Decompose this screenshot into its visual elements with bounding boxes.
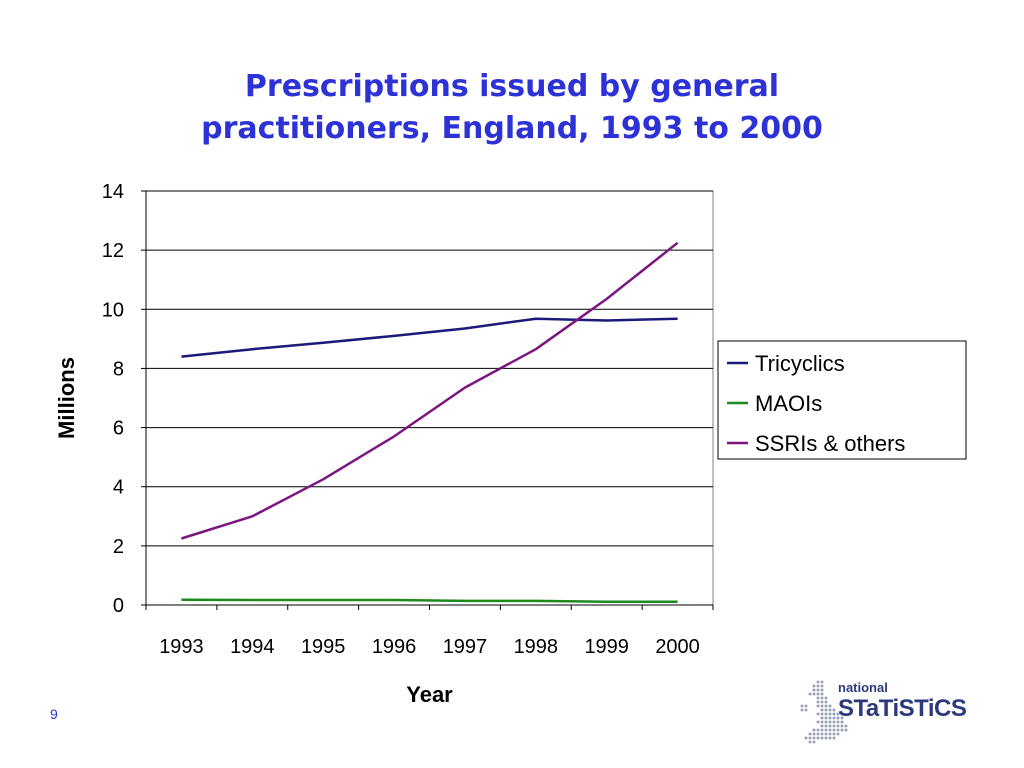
y-axis-label: Millions (54, 357, 79, 439)
national-statistics-logo: national STaTiSTiCS (800, 680, 967, 744)
x-tick-label: 1998 (514, 636, 559, 658)
y-tick-label: 6 (113, 418, 124, 440)
legend-label: SSRIs & others (755, 431, 905, 456)
x-tick-label: 1999 (584, 636, 629, 658)
x-tick-label: 1993 (159, 636, 204, 658)
slide-title: Prescriptions issued by general practiti… (0, 66, 1024, 150)
y-tick-label: 0 (113, 595, 124, 617)
y-tick-label: 14 (102, 181, 124, 203)
series-line (181, 241, 679, 540)
x-tick-label: 1997 (443, 636, 488, 658)
legend-label: Tricyclics (755, 351, 845, 376)
y-tick-label: 8 (113, 358, 124, 380)
slide-title-line-1: Prescriptions issued by general (244, 69, 780, 104)
x-tick-label: 1995 (301, 636, 346, 658)
page-number: 9 (50, 706, 58, 722)
y-tick-label: 2 (113, 536, 124, 558)
series-line (181, 317, 678, 358)
legend (717, 340, 967, 460)
series-line (181, 598, 678, 603)
y-tick-label: 12 (102, 240, 124, 262)
y-tick-label: 10 (102, 299, 124, 321)
slide-title-line-2: practitioners, England, 1993 to 2000 (201, 111, 823, 146)
logo-line-2: STaTiSTiCS (838, 695, 967, 722)
x-tick-label: 2000 (655, 636, 700, 658)
legend-label: MAOIs (755, 391, 822, 416)
y-tick-label: 4 (113, 477, 124, 499)
x-tick-label: 1994 (230, 636, 275, 658)
uk-map-icon (800, 680, 848, 744)
plot-area (145, 190, 714, 606)
logo-line-1: national (838, 680, 888, 695)
x-axis-label: Year (406, 682, 453, 707)
x-tick-label: 1996 (372, 636, 417, 658)
